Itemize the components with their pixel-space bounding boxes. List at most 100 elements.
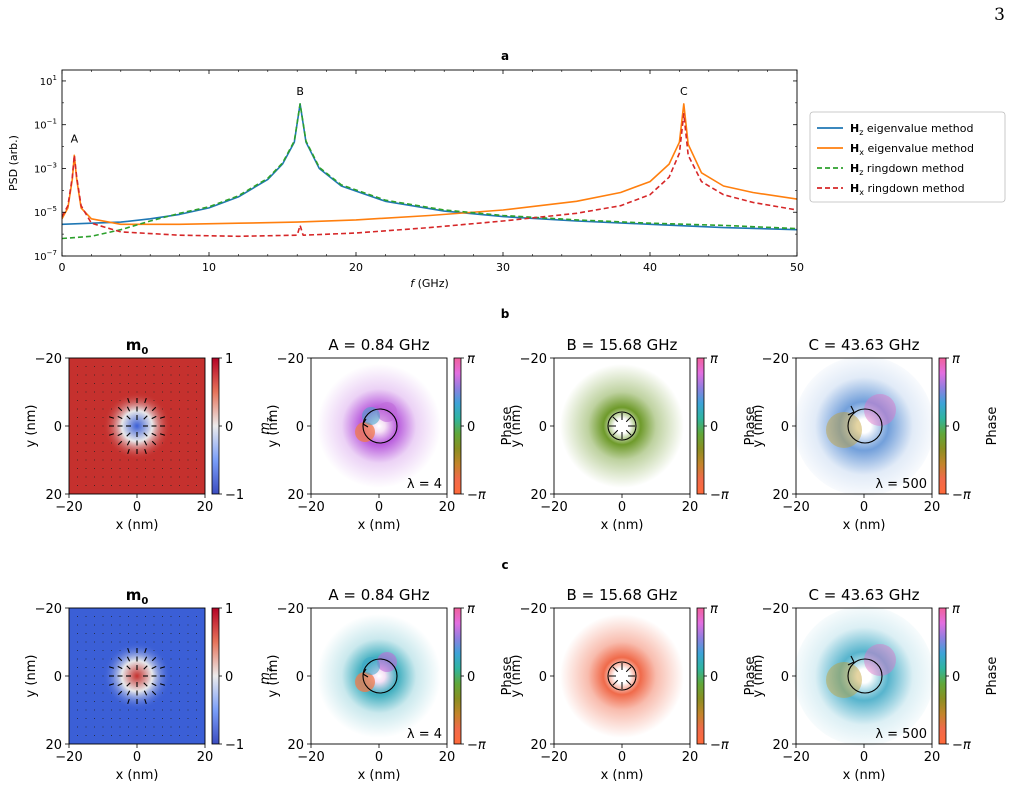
m0-dot <box>187 650 189 651</box>
m0-vector <box>159 683 166 686</box>
y-tick-label: 10−3 <box>34 161 57 175</box>
m0-dot <box>102 641 104 643</box>
m0-dot <box>85 417 87 418</box>
m0-vector <box>151 682 157 687</box>
mode-amplitude <box>794 606 934 746</box>
m0-dot <box>170 718 172 719</box>
m0-dot <box>94 408 95 410</box>
m0-dot <box>136 366 138 367</box>
y-tick-label: 10−7 <box>34 249 57 263</box>
mode-breathing-arrow <box>612 429 619 436</box>
m0-dot <box>128 624 129 626</box>
m0-dot <box>102 451 104 452</box>
m0-vector <box>108 433 115 436</box>
m0-dot <box>77 459 78 461</box>
mode-orbit-circle <box>362 658 398 694</box>
m0-dot <box>179 400 180 401</box>
m0-dot <box>179 459 180 461</box>
m0-dot <box>170 383 172 384</box>
m0-dot <box>85 692 87 694</box>
m0-dot <box>119 485 121 486</box>
m0-dot <box>111 451 112 452</box>
m0-dot <box>119 709 121 711</box>
m0-dot <box>170 374 172 376</box>
colorbar-tick-label: −1 <box>225 738 244 753</box>
map-x-tick-label: 0 <box>133 500 141 515</box>
m0-dot <box>119 650 121 651</box>
m0-dot <box>153 374 155 376</box>
m0-vector <box>143 690 148 696</box>
map-y-label: y (nm) <box>751 405 766 448</box>
phase-colorbar: π 0 −π Phase <box>696 352 758 503</box>
map-x-tick-label: 0 <box>375 500 383 515</box>
m0-dot <box>136 718 138 719</box>
m0-dot <box>94 616 95 617</box>
m0-dot <box>128 391 129 393</box>
phase-colorbar: π 0 −π Phase <box>453 352 515 503</box>
m0-dot <box>77 624 78 626</box>
m0-vector <box>117 440 123 446</box>
m0-dot <box>77 675 78 677</box>
m0-dot <box>102 425 104 427</box>
m0-dot <box>187 709 189 711</box>
m0-dot <box>128 383 129 384</box>
m0-dot <box>111 658 112 660</box>
map-y-tick-label: 20 <box>287 738 304 753</box>
map-y-tick-label: −20 <box>762 352 789 367</box>
mode-title: C = 43.63 GHz <box>808 336 919 354</box>
m0-dot <box>102 658 104 660</box>
colorbar-gradient <box>696 357 705 495</box>
m0-dot <box>162 408 163 410</box>
m0-dot <box>179 408 180 410</box>
x-axis-label: f (GHz) <box>410 277 449 290</box>
mode-breathing-circle <box>607 411 637 441</box>
map-x-tick-label: 0 <box>375 750 383 765</box>
m0-dot <box>162 624 163 626</box>
m0-dot <box>170 709 172 711</box>
m0-dot <box>162 726 163 728</box>
y-tick-label: 10−5 <box>34 205 57 219</box>
m0-dot <box>170 633 172 634</box>
map-x-tick-label: 0 <box>860 750 868 765</box>
m0-dot <box>111 709 112 711</box>
m0-dot <box>77 383 78 384</box>
m0-dot <box>179 442 180 444</box>
m0-dot <box>162 641 163 643</box>
m0-dot <box>196 675 197 677</box>
m0-dot <box>187 400 189 401</box>
map-y-label: y (nm) <box>24 405 39 448</box>
map-x-tick-label: −20 <box>540 750 567 765</box>
m0-dot <box>111 624 112 626</box>
map-x-label: x (nm) <box>116 768 159 783</box>
m0-dot <box>119 391 121 393</box>
mode-breathing-arrow <box>625 679 632 686</box>
m0-dot <box>85 718 87 719</box>
colorbar-tick-label: −π <box>952 488 971 503</box>
m0-dot <box>85 616 87 617</box>
phase-colorbar-label: Phase <box>985 407 1000 446</box>
m0-dot <box>111 391 112 393</box>
m0-dot <box>85 485 87 486</box>
panel-a: a 0 10 20 30 40 50 101 10−1 10−3 10−5 10−7 f (GHz) P… <box>7 49 1006 290</box>
mz-colorbar-label: mz <box>258 667 275 685</box>
m0-dot <box>77 658 78 660</box>
m0-dot <box>94 735 95 736</box>
m0-dot <box>179 684 180 685</box>
m0-vector <box>126 440 131 446</box>
m0-dot <box>187 726 189 728</box>
map-x-tick-label: −20 <box>540 500 567 515</box>
m0-dot <box>187 718 189 719</box>
colorbar-tick-label: −1 <box>225 488 244 503</box>
m0-dot <box>179 366 180 367</box>
m0-dot <box>153 468 155 469</box>
colorbar-tick-label: −π <box>467 738 486 753</box>
m0-dot <box>145 366 146 367</box>
m0-dot <box>179 667 180 668</box>
psd-legend: Hz eigenvalue method Hx eigenvalue method… <box>809 111 1006 203</box>
m0-dot <box>136 383 138 384</box>
m0-dot <box>179 641 180 643</box>
m0-dot <box>94 709 95 711</box>
map-x-tick-label: 20 <box>439 500 456 515</box>
m0-dot <box>94 650 95 651</box>
